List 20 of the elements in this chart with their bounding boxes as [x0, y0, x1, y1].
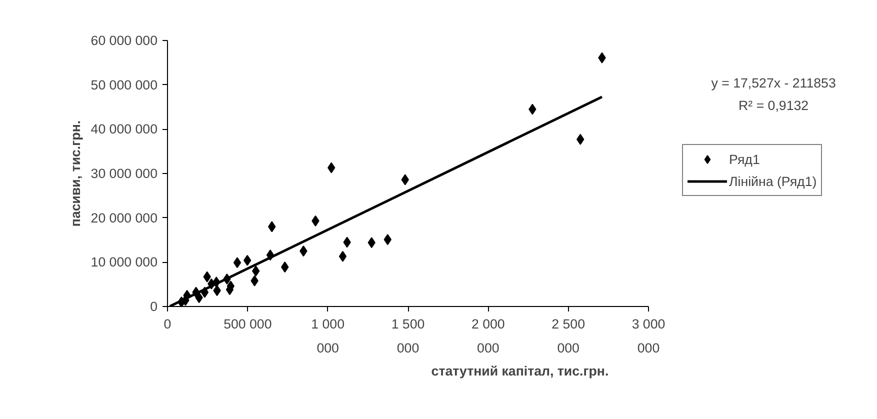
y-tick-label: 0	[150, 299, 158, 314]
y-tick-label: 60 000 000	[90, 33, 158, 48]
x-tick-label: 0	[164, 316, 172, 332]
x-tick-label: 1 500 000	[391, 316, 425, 356]
x-tick-label: 2 000 000	[471, 316, 505, 356]
x-tick-label: 1 000 000	[311, 316, 345, 356]
legend-label: Ряд1	[729, 152, 760, 166]
y-tick-label: 50 000 000	[90, 77, 158, 92]
y-axis-title: пасиви, тис.грн.	[68, 120, 83, 227]
x-axis-title: статутний капітал, тис.грн.	[431, 364, 609, 378]
legend-label: Лінійна (Ряд1)	[729, 174, 817, 188]
x-tick-label: 2 500 000	[552, 316, 586, 356]
text: R² = 0,9132	[738, 98, 809, 114]
y-tick-label: 10 000 000	[90, 254, 158, 270]
x-tick-label: 500 000	[224, 316, 272, 332]
y-tick-label: 20 000 000	[90, 210, 158, 226]
text: y = 17,527x - 211853	[711, 76, 836, 91]
y-tick-label: 30 000 000	[90, 166, 158, 181]
y-tick-label: 40 000 000	[90, 122, 158, 137]
x-tick-label: 3 000 000	[632, 316, 666, 356]
